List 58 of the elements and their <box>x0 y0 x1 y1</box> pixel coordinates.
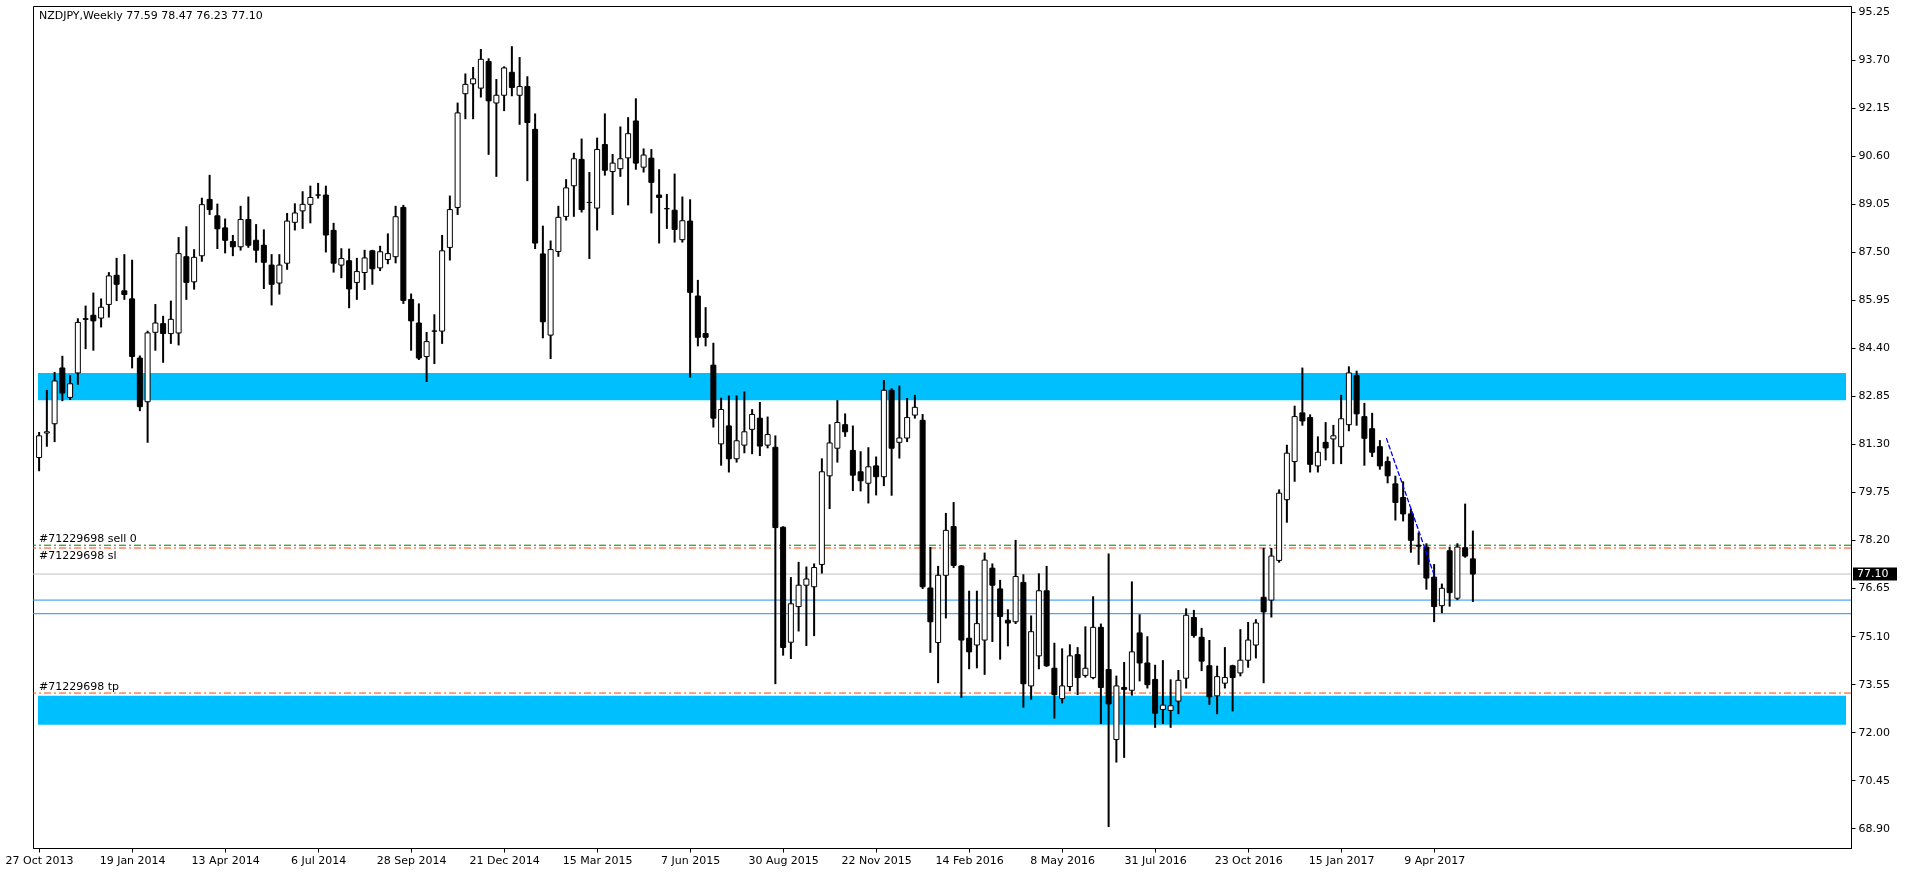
y-tick-label: 79.75 <box>1858 485 1890 499</box>
y-tick-label: 89.05 <box>1858 197 1890 211</box>
y-tick-label: 90.60 <box>1858 149 1890 163</box>
candlestick <box>431 314 438 365</box>
y-tick-label: 84.40 <box>1858 341 1890 355</box>
candlestick <box>462 73 469 120</box>
chart-title: NZDJPY,Weekly 77.59 78.47 76.23 77.10 <box>39 9 263 22</box>
x-tick-label: 21 Dec 2014 <box>469 853 540 867</box>
candlestick <box>1175 670 1182 715</box>
y-tick-label: 76.65 <box>1858 581 1890 595</box>
candlestick <box>1198 627 1205 672</box>
y-tick-label: 78.20 <box>1858 533 1890 547</box>
x-tick-label: 15 Mar 2015 <box>562 853 633 867</box>
x-tick-label: 14 Feb 2016 <box>935 853 1004 867</box>
candlestick <box>749 409 756 455</box>
x-tick-label: 9 Apr 2017 <box>1404 853 1466 867</box>
ref-line-label: #71229698 sl <box>39 549 117 563</box>
candlestick <box>470 66 477 120</box>
ref-line-label: #71229698 tp <box>39 680 120 694</box>
y-tick-label: 73.55 <box>1858 677 1890 691</box>
ref-line-label: #71229698 sell 0 <box>39 532 137 546</box>
candlestick <box>1252 619 1259 659</box>
y-tick-label: 93.70 <box>1858 53 1890 67</box>
x-tick-label: 27 Oct 2013 <box>5 853 74 867</box>
x-tick-label: 13 Apr 2014 <box>191 853 260 867</box>
y-tick-label: 81.30 <box>1858 437 1890 451</box>
x-tick-label: 23 Oct 2016 <box>1214 853 1283 867</box>
x-tick-label: 28 Sep 2014 <box>376 853 447 867</box>
candlestick <box>656 169 663 244</box>
y-tick-label: 92.15 <box>1858 101 1890 115</box>
y-tick-label: 75.10 <box>1858 629 1890 643</box>
y-tick-label: 70.45 <box>1858 773 1890 787</box>
candlestick <box>260 229 267 290</box>
x-tick-label: 22 Nov 2015 <box>841 853 912 867</box>
candlestick <box>1314 436 1321 473</box>
candlestick <box>315 182 322 199</box>
x-tick-label: 15 Jan 2017 <box>1308 853 1375 867</box>
candlestick <box>911 394 918 419</box>
y-tick-label: 82.85 <box>1858 389 1890 403</box>
x-tick-label: 6 Jul 2014 <box>290 853 347 867</box>
y-tick-label: 87.50 <box>1858 245 1890 259</box>
y-tick-label: 72.00 <box>1858 725 1890 739</box>
candlestick <box>36 432 43 472</box>
x-tick-label: 7 Jun 2015 <box>661 853 721 867</box>
candlestick <box>1469 530 1476 603</box>
candlestick <box>1190 609 1197 638</box>
x-tick-label: 8 May 2016 <box>1030 853 1095 867</box>
candlestick <box>1322 422 1329 461</box>
y-tick-label: 68.90 <box>1858 821 1890 835</box>
candlestick <box>291 203 298 231</box>
candlestick <box>121 254 128 300</box>
x-tick-label: 30 Aug 2015 <box>748 853 819 867</box>
ref-line-label: 77.10 <box>1857 567 1889 581</box>
candlestick <box>43 389 50 447</box>
x-tick-label: 19 Jan 2014 <box>99 853 166 867</box>
y-tick-label: 85.95 <box>1858 293 1890 307</box>
y-tick-label: 95.25 <box>1858 5 1890 19</box>
x-tick-label: 31 Jul 2016 <box>1124 853 1187 867</box>
